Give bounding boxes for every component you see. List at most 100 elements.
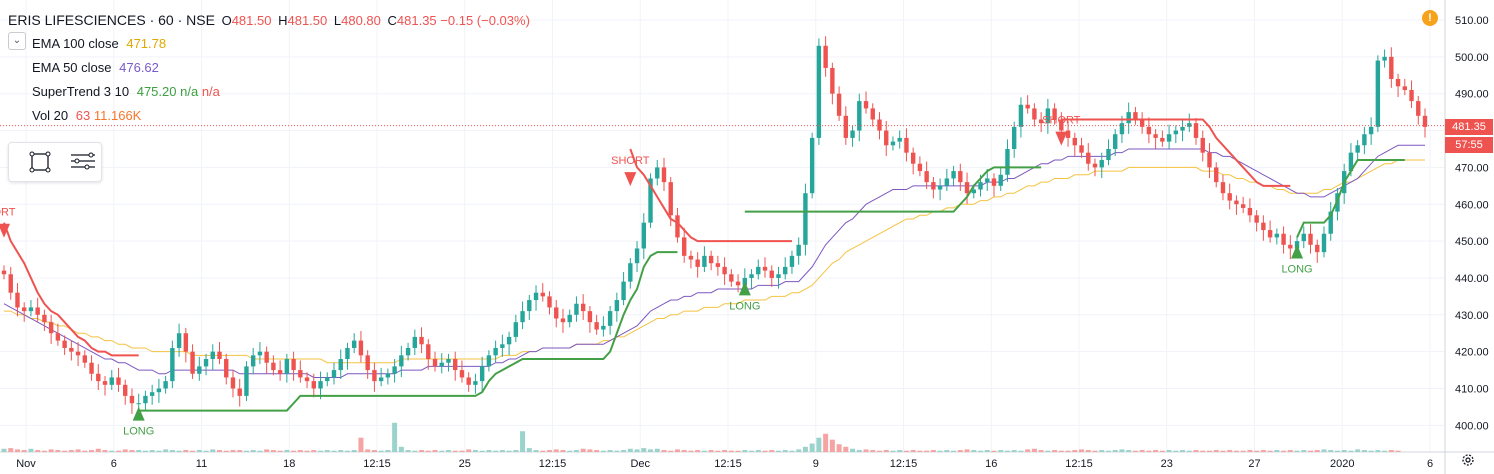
volume-bar [156, 450, 162, 452]
candle-body [910, 152, 916, 164]
volume-bar [1186, 450, 1192, 452]
candle-body [210, 351, 215, 360]
volume-bar [21, 450, 27, 452]
candle-body [338, 359, 343, 371]
volume-bar [634, 449, 640, 452]
volume-bar [1375, 450, 1381, 452]
volume-bar [930, 450, 936, 452]
volume-bar [775, 450, 781, 452]
volume-bar [910, 450, 916, 452]
indicator-name: SuperTrend 3 10 [32, 84, 130, 99]
volume-bar [1281, 450, 1287, 452]
volume-bar [735, 450, 741, 452]
indicator-ema100[interactable]: EMA 100 close 471.78 [8, 32, 530, 56]
volume-bar [142, 450, 148, 452]
candle-body [331, 370, 337, 378]
candle-body [176, 333, 182, 348]
indicator-supertrend[interactable]: SuperTrend 3 10 475.20 n/a n/a [8, 80, 530, 104]
indicator-value: n/a [201, 84, 220, 99]
volume-bar [1166, 450, 1172, 452]
volume-bar [472, 450, 478, 452]
close-value: 481.35 [396, 13, 437, 28]
volume-bar [594, 450, 600, 452]
volume-bar [210, 449, 216, 452]
gear-icon[interactable] [1460, 452, 1476, 468]
volume-bar [62, 450, 68, 452]
candle-body [1011, 126, 1017, 149]
candle-body [641, 222, 646, 249]
volume-bar [560, 450, 566, 452]
candle-body [136, 403, 141, 405]
volume-bar [1314, 450, 1320, 452]
volume-bar [324, 450, 330, 452]
candle-body [1227, 193, 1232, 201]
candle-body [567, 314, 572, 323]
volume-bar [432, 450, 438, 452]
x-tick-label: 6 [111, 458, 117, 470]
short-signal-arrow [0, 223, 10, 238]
volume-bar [89, 450, 95, 452]
volume-bar [115, 450, 121, 452]
volume-bar [55, 450, 61, 452]
candle-body [1086, 152, 1091, 164]
volume-bar [41, 450, 47, 452]
volume-bar [600, 450, 606, 452]
candle-body [15, 292, 20, 308]
volume-bar [1395, 450, 1401, 452]
object-tree-icon[interactable] [67, 147, 97, 177]
volume-bar [1072, 450, 1078, 452]
candle-body [809, 137, 815, 194]
volume-bar [1287, 450, 1293, 452]
candle-body [96, 373, 101, 382]
candle-body [1234, 200, 1239, 205]
open-label: O [221, 13, 232, 28]
candle-body [823, 45, 828, 68]
candle-body [985, 178, 990, 183]
warning-icon[interactable]: ! [1422, 10, 1438, 26]
volume-bar [917, 450, 923, 452]
volume-bar [1065, 450, 1071, 452]
symbol-title[interactable]: ERIS LIFESCIENCES · 60 · NSE [8, 12, 215, 28]
volume-bar [944, 450, 950, 452]
candle-body [1315, 244, 1320, 253]
volume-bar [223, 450, 229, 452]
candle-body [749, 274, 754, 278]
indicator-ema50[interactable]: EMA 50 close 476.62 [8, 56, 530, 80]
volume-bar [708, 450, 714, 452]
volume-bar [1126, 450, 1132, 452]
x-tick-label: Dec [630, 458, 650, 470]
volume-bar [1146, 450, 1152, 452]
candle-body [1389, 56, 1394, 79]
volume-bar [614, 450, 620, 452]
volume-bar [1159, 450, 1165, 452]
volume-bar [553, 449, 559, 452]
volume-bar [526, 448, 532, 452]
supertrend-down-line [1061, 118, 1291, 187]
candle-body [22, 307, 27, 312]
y-tick-label: 430.00 [1455, 310, 1489, 322]
candle-body [661, 167, 667, 183]
indicator-volume[interactable]: Vol 20 63 11.166K [8, 104, 530, 128]
volume-bar [755, 450, 761, 452]
volume-bar [102, 450, 108, 452]
candle-body [762, 266, 768, 271]
rectangle-select-icon[interactable] [25, 147, 55, 177]
chevron-down-icon[interactable]: ⌄ [8, 32, 26, 50]
candle-body [257, 351, 263, 356]
ema50-line [3, 144, 1425, 378]
candle-body [149, 392, 155, 396]
candle-body [964, 182, 970, 194]
candle-body [735, 281, 741, 286]
volume-bar [230, 450, 236, 452]
volume-bar [459, 450, 465, 452]
long-signal-label: LONG [1281, 263, 1312, 275]
candle-body [116, 377, 121, 385]
volume-bar [1260, 450, 1266, 452]
volume-bar [1045, 450, 1051, 452]
candle-body [224, 359, 229, 378]
candle-body [1368, 126, 1374, 135]
short-signal-label: SHORT [611, 155, 650, 167]
volume-bar [1361, 450, 1367, 452]
volume-bar [1233, 450, 1239, 452]
